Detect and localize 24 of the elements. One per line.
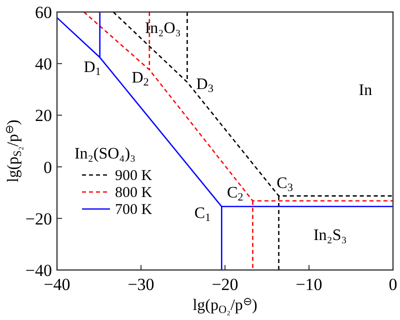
y-tick-label: 40 <box>35 54 52 74</box>
y-tick-label: −40 <box>25 261 52 280</box>
annotation: C$_{3}$ <box>276 174 294 194</box>
x-tick-label: 0 <box>388 275 398 294</box>
x-axis-title: lg(p$_{O₂}$/p$^{⊖}$) <box>192 296 258 316</box>
annotation: In₂O₃ <box>144 20 181 38</box>
y-tick-label: 60 <box>35 3 52 22</box>
legend-label: 800 K <box>115 185 152 201</box>
annotation: C$_{1}$ <box>194 205 211 225</box>
annotation: In₂(SO₄)₃ <box>74 145 136 162</box>
annotation: D$_{2}$ <box>132 70 149 89</box>
x-tick-label: −10 <box>296 275 322 294</box>
y-tick-label: 20 <box>35 106 52 126</box>
y-tick-label: 0 <box>44 158 52 177</box>
annotation: D$_{1}$ <box>84 59 101 79</box>
x-tick-label: −30 <box>128 275 154 294</box>
legend-label: 700 K <box>115 202 152 218</box>
annotation: D$_{3}$ <box>196 76 214 96</box>
annotation: In₂S₃ <box>313 226 347 244</box>
annotation: C$_{2}$ <box>226 184 244 204</box>
y-tick-label: −20 <box>25 209 52 228</box>
x-tick-label: −20 <box>212 275 238 294</box>
annotation: In <box>358 82 372 99</box>
legend-label: 900 K <box>115 168 152 184</box>
